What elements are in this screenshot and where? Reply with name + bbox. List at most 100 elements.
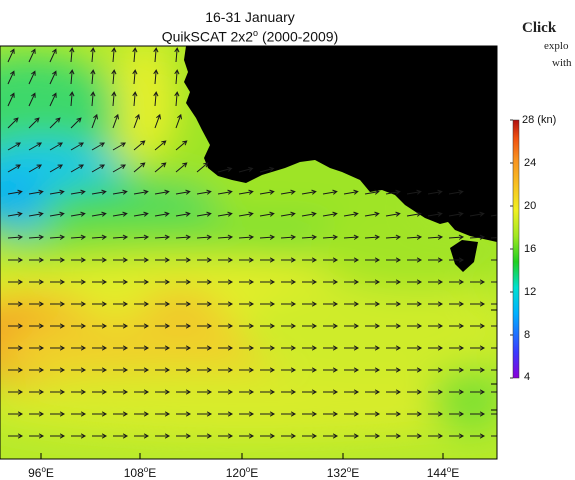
wind-arrow <box>364 211 380 217</box>
wind-arrow <box>323 345 339 351</box>
wind-arrow <box>302 345 318 351</box>
wind-arrow <box>427 189 443 195</box>
side-note-line2: explo <box>544 40 569 52</box>
wind-arrow <box>28 164 42 173</box>
wind-arrow <box>469 211 485 217</box>
wind-arrow <box>386 323 402 329</box>
wind-arrow <box>92 257 108 263</box>
wind-arrow <box>50 433 66 439</box>
wind-arrow <box>449 389 465 395</box>
wind-arrow <box>260 433 276 439</box>
wind-arrow <box>491 259 497 261</box>
wind-arrow <box>71 389 87 395</box>
wind-arrow <box>406 234 423 240</box>
kangaroo-island <box>382 180 398 188</box>
wind-arrow <box>469 234 486 240</box>
wind-arrow <box>50 411 66 417</box>
wind-arrow <box>365 433 381 439</box>
wind-arrow <box>154 189 170 195</box>
wind-arrow <box>70 211 86 217</box>
wind-arrow <box>260 345 276 351</box>
wind-arrow <box>197 345 213 351</box>
wind-arrow <box>29 345 45 351</box>
wind-arrow <box>238 234 255 240</box>
wind-arrow <box>365 411 381 417</box>
wind-arrow <box>91 211 107 217</box>
wind-arrow <box>218 323 234 329</box>
wind-arrow <box>154 113 161 129</box>
wind-arrow <box>323 301 339 307</box>
wind-arrow <box>239 345 255 351</box>
wind-arrow <box>449 257 465 263</box>
wind-arrow <box>259 166 275 173</box>
wind-arrow <box>385 211 401 217</box>
wind-arrow <box>28 92 36 107</box>
wind-arrow <box>302 257 318 263</box>
wind-arrow <box>133 140 146 151</box>
wind-arrow <box>302 367 318 373</box>
side-note-line1[interactable]: Click <box>522 20 557 36</box>
wind-arrow <box>239 257 255 263</box>
wind-arrow <box>386 389 402 395</box>
wind-arrow <box>259 234 276 240</box>
wind-arrow <box>154 162 167 173</box>
wind-arrow <box>302 279 318 285</box>
wind-arrow <box>111 69 117 85</box>
wind-arrow <box>260 279 276 285</box>
wind-arrow <box>91 189 107 195</box>
wind-arrow <box>260 301 276 307</box>
wind-arrow <box>218 389 234 395</box>
wind-arrow <box>428 323 444 329</box>
wind-arrow <box>343 189 359 195</box>
wind-arrow <box>176 411 192 417</box>
wind-arrow <box>29 433 45 439</box>
wind-arrow <box>113 323 129 329</box>
wind-arrow <box>8 257 24 263</box>
wind-arrow <box>155 411 171 417</box>
wind-arrow <box>92 411 108 417</box>
wind-arrow <box>239 411 255 417</box>
wind-arrow <box>281 367 297 373</box>
wind-arrow <box>344 279 360 285</box>
wind-arrow <box>259 211 275 217</box>
wind-arrow <box>281 323 297 329</box>
side-note-line3: with <box>552 57 572 69</box>
wind-arrow <box>323 323 339 329</box>
wind-arrow <box>323 411 339 417</box>
wind-arrow <box>365 257 381 263</box>
wind-arrow <box>112 142 126 151</box>
wind-arrow <box>302 301 318 307</box>
colorbar-tick-12: 12 <box>524 286 537 298</box>
wind-arrow <box>71 367 87 373</box>
wind-arrow <box>133 162 146 173</box>
wind-arrow <box>92 345 108 351</box>
wind-arrow <box>239 279 255 285</box>
wind-arrow <box>385 189 401 195</box>
wind-arrow <box>50 323 66 329</box>
wind-arrow <box>176 389 192 395</box>
wind-arrow <box>322 234 339 240</box>
wind-arrow <box>196 211 212 217</box>
wind-arrow <box>176 345 192 351</box>
wind-arrow <box>407 279 423 285</box>
wind-arrow <box>153 69 159 85</box>
wind-arrow <box>28 70 36 85</box>
wind-arrow <box>217 211 233 217</box>
wind-arrow <box>407 257 423 263</box>
wind-arrow <box>449 323 465 329</box>
wind-arrow <box>71 279 87 285</box>
side-note[interactable]: Click explo with <box>522 20 575 72</box>
wind-arrow <box>491 325 497 327</box>
wind-arrow <box>406 211 422 217</box>
lon-label-132e: 132oE <box>326 465 360 480</box>
wind-arrow <box>175 140 188 151</box>
wind-arrow <box>7 164 21 173</box>
wind-arrow <box>133 189 149 195</box>
wind-arrow <box>239 367 255 373</box>
wind-arrow <box>281 389 297 395</box>
wind-arrow <box>155 301 171 307</box>
wind-arrow <box>8 433 24 439</box>
wind-arrow <box>365 389 381 395</box>
wind-arrow <box>29 411 45 417</box>
